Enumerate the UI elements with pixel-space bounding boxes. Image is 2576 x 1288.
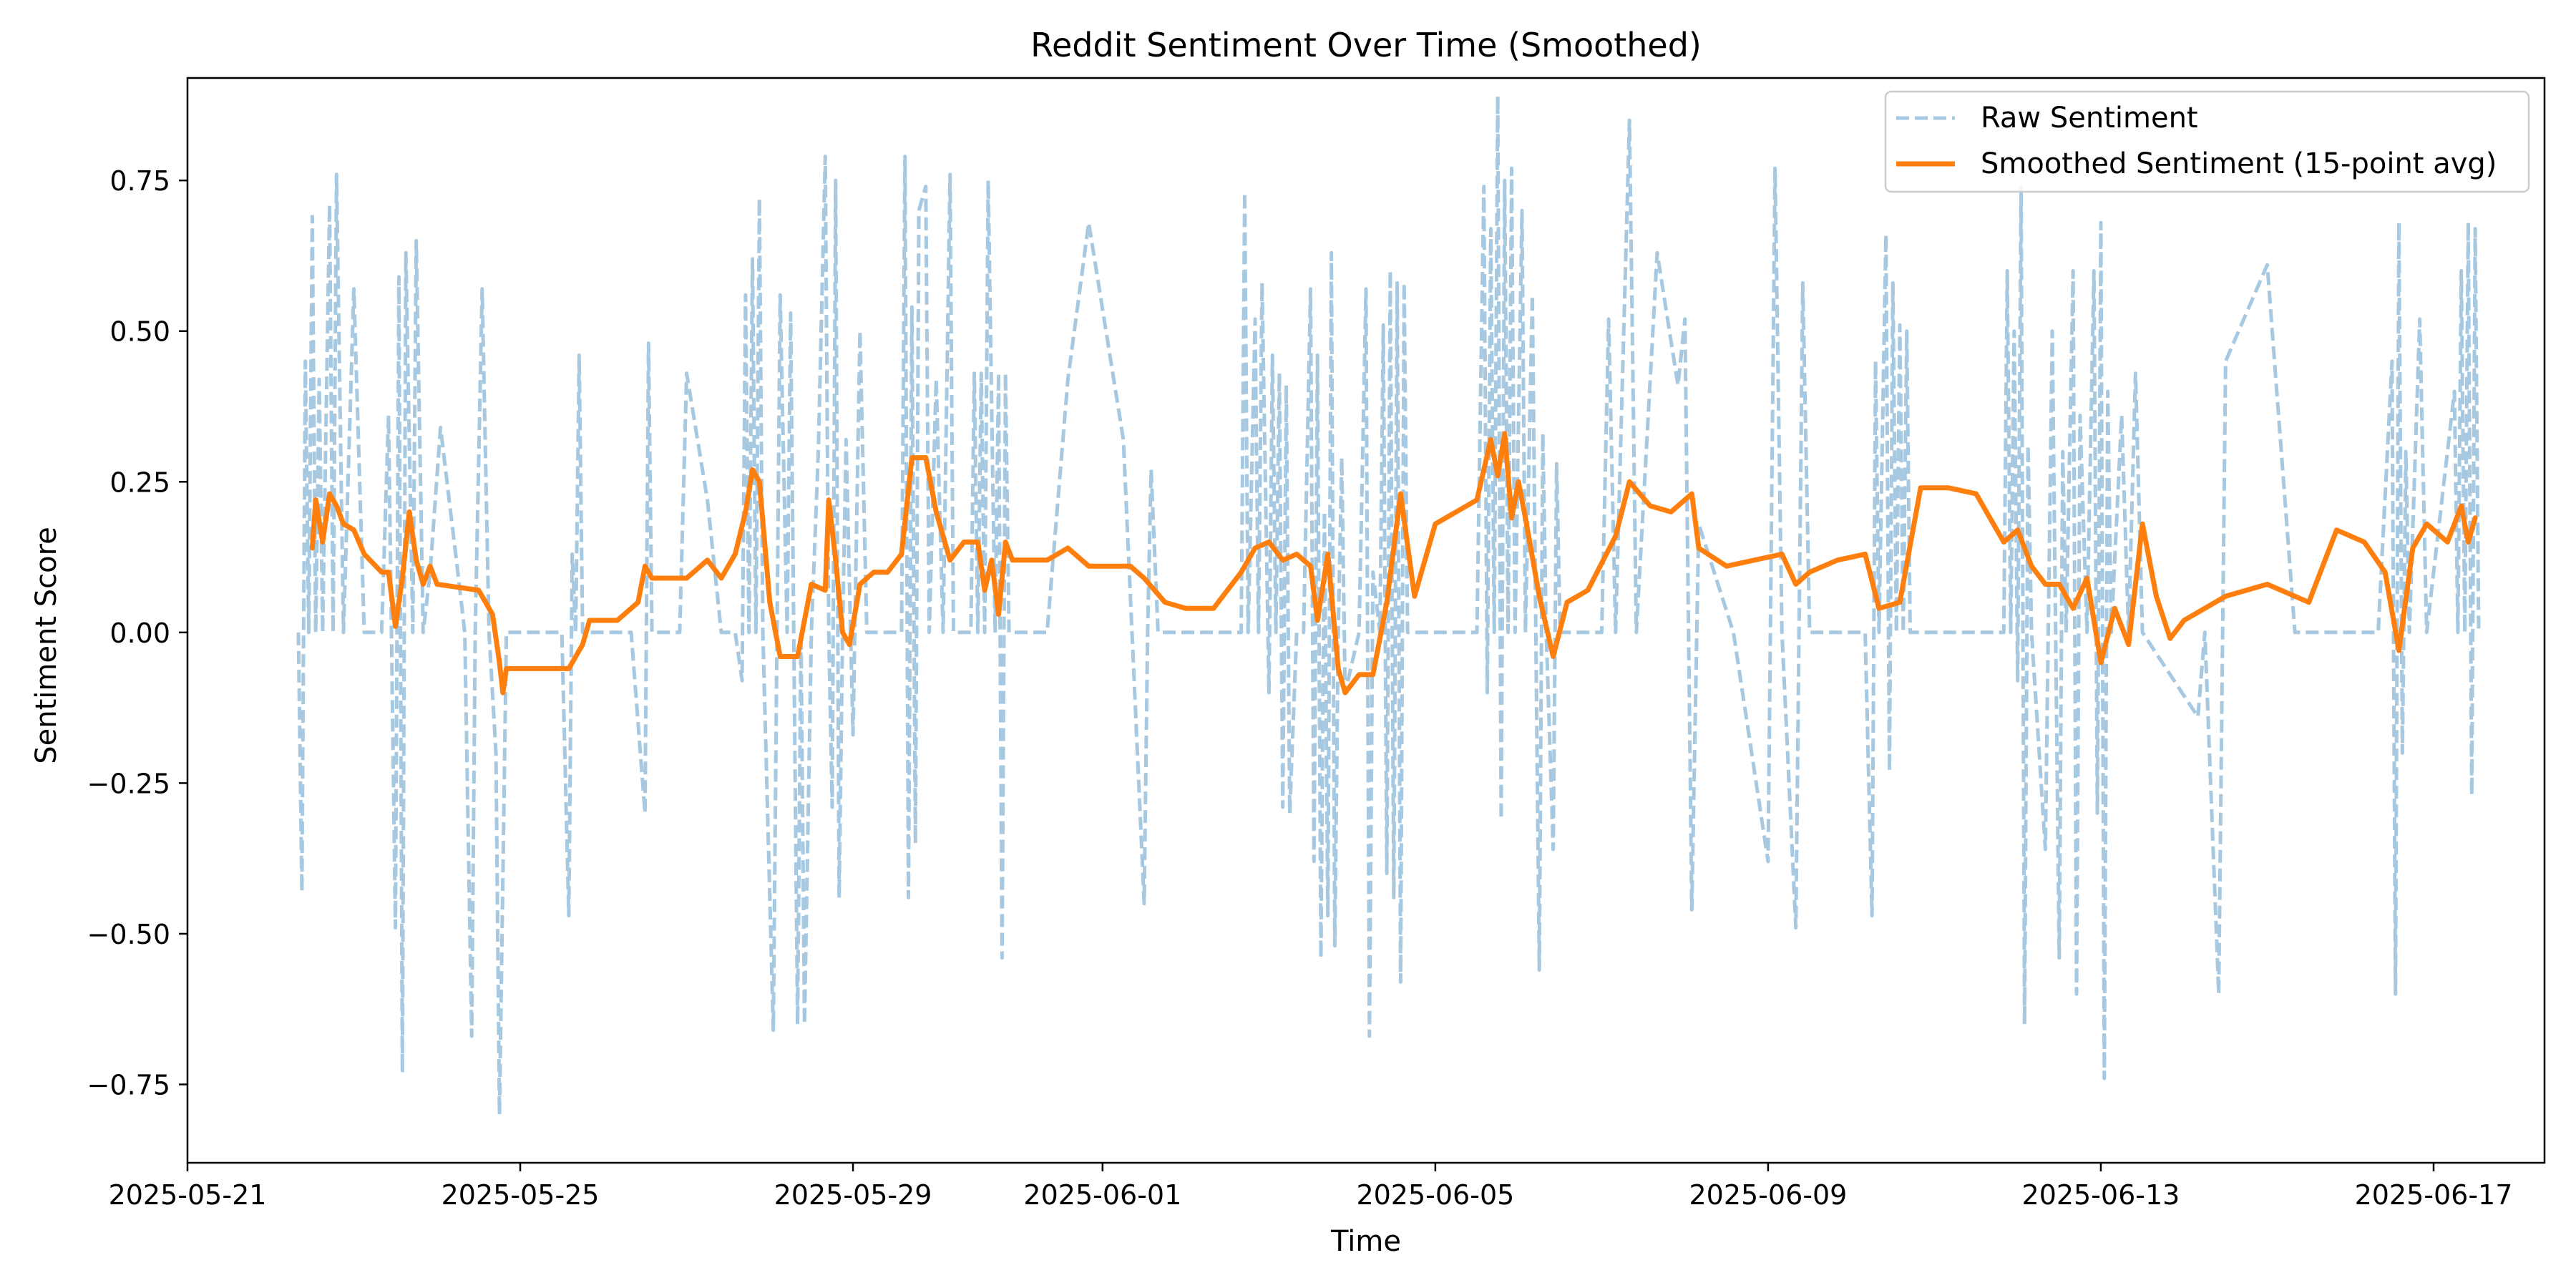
x-axis-label: Time: [1330, 1225, 1401, 1258]
chart-title: Reddit Sentiment Over Time (Smoothed): [1030, 26, 1702, 64]
legend-smoothed-label: Smoothed Sentiment (15-point avg): [1981, 147, 2497, 180]
legend-raw-label: Raw Sentiment: [1981, 102, 2198, 135]
x-tick-label: 2025-06-17: [2355, 1179, 2513, 1211]
x-tick-label: 2025-05-29: [774, 1179, 932, 1211]
x-tick-label: 2025-05-25: [441, 1179, 600, 1211]
y-tick-label: 0.00: [109, 618, 170, 649]
x-tick-label: 2025-06-01: [1023, 1179, 1181, 1211]
legend-box: [1884, 90, 2530, 193]
y-tick-label: −0.50: [87, 919, 170, 950]
raw-sentiment-line: [296, 94, 2481, 1117]
x-tick-label: 2025-05-21: [109, 1179, 267, 1211]
legend: Raw Sentiment Smoothed Sentiment (15-poi…: [1884, 90, 2530, 193]
y-tick-label: 0.75: [109, 165, 170, 197]
y-tick-label: −0.75: [87, 1070, 170, 1101]
y-axis-label: Sentiment Score: [30, 527, 63, 764]
y-tick-label: 0.50: [109, 316, 170, 348]
x-tick-label: 2025-06-13: [2022, 1179, 2180, 1211]
y-axis-ticks: 0.75 0.50 0.25 0.00 −0.25 −0.50 −0.75: [87, 165, 187, 1101]
plot-frame: [186, 77, 2546, 1164]
y-tick-label: −0.25: [87, 768, 170, 799]
y-tick-label: 0.25: [109, 467, 170, 498]
x-tick-label: 2025-06-09: [1689, 1179, 1847, 1211]
smoothed-sentiment-line: [309, 431, 2478, 696]
x-tick-label: 2025-06-05: [1356, 1179, 1514, 1211]
x-axis-ticks: 2025-05-21 2025-05-25 2025-05-29 2025-06-01…: [109, 1163, 2513, 1211]
